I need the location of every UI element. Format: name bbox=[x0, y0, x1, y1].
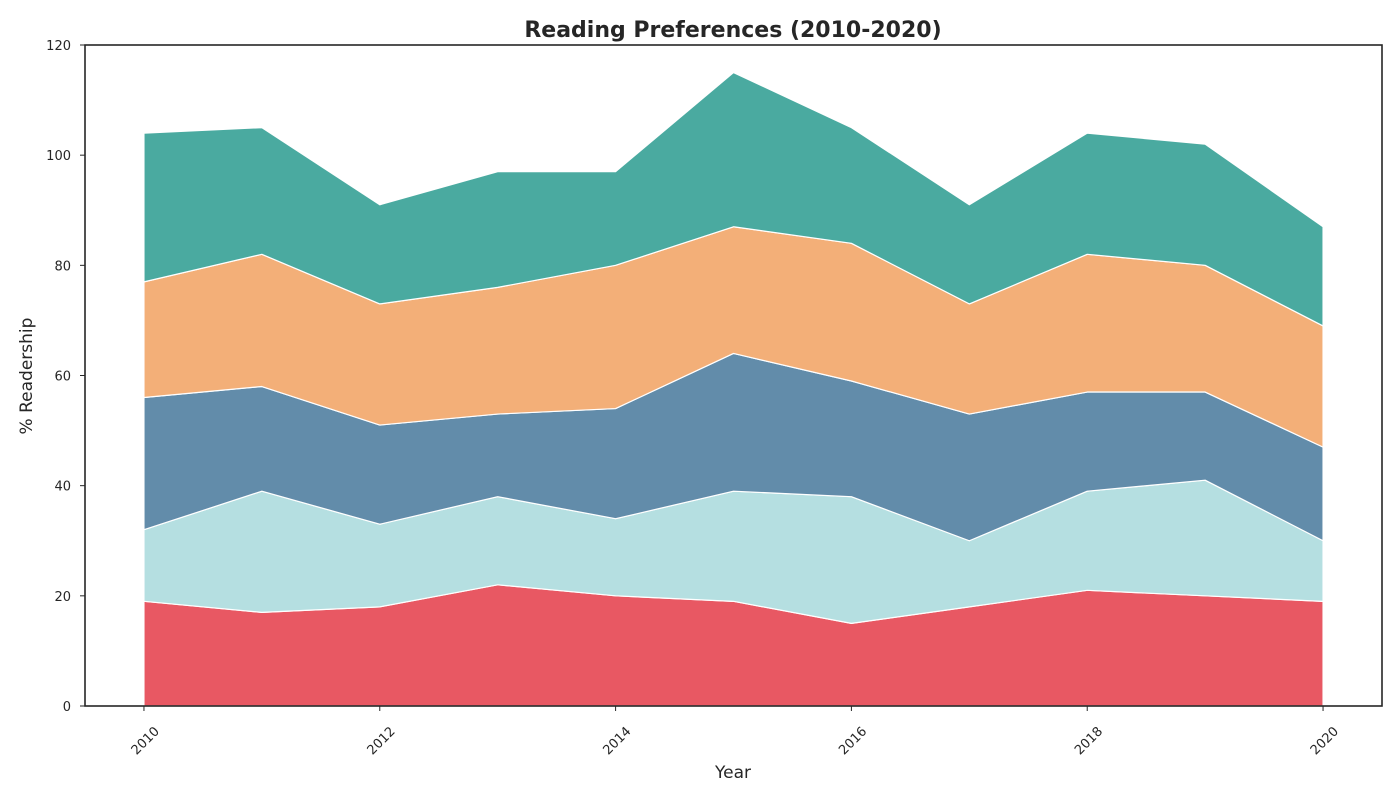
x-ticks: 2010 2012 2014 2016 2018 2020 bbox=[129, 706, 1342, 758]
y-tick-label: 40 bbox=[54, 480, 71, 495]
x-tick-label: 2012 bbox=[365, 724, 399, 758]
y-tick-label: 80 bbox=[54, 259, 71, 274]
chart-title: Reading Preferences (2010-2020) bbox=[524, 18, 941, 43]
x-tick-label: 2018 bbox=[1072, 724, 1106, 758]
x-tick-label: 2016 bbox=[836, 724, 870, 758]
y-axis-label: % Readership bbox=[17, 318, 37, 435]
area-series-5 bbox=[143, 71, 1324, 327]
x-tick-label: 2010 bbox=[129, 724, 163, 758]
x-axis-label: Year bbox=[714, 763, 751, 783]
y-tick-label: 0 bbox=[63, 700, 71, 715]
y-tick-label: 20 bbox=[54, 590, 71, 605]
x-tick-label: 2014 bbox=[600, 724, 634, 758]
y-tick-label: 60 bbox=[54, 370, 71, 385]
y-ticks: 0 20 40 60 80 100 120 bbox=[46, 39, 85, 715]
x-tick-label: 2020 bbox=[1308, 724, 1342, 758]
areas-layer bbox=[143, 71, 1324, 707]
y-tick-label: 100 bbox=[46, 149, 71, 164]
y-tick-label: 120 bbox=[46, 39, 71, 54]
